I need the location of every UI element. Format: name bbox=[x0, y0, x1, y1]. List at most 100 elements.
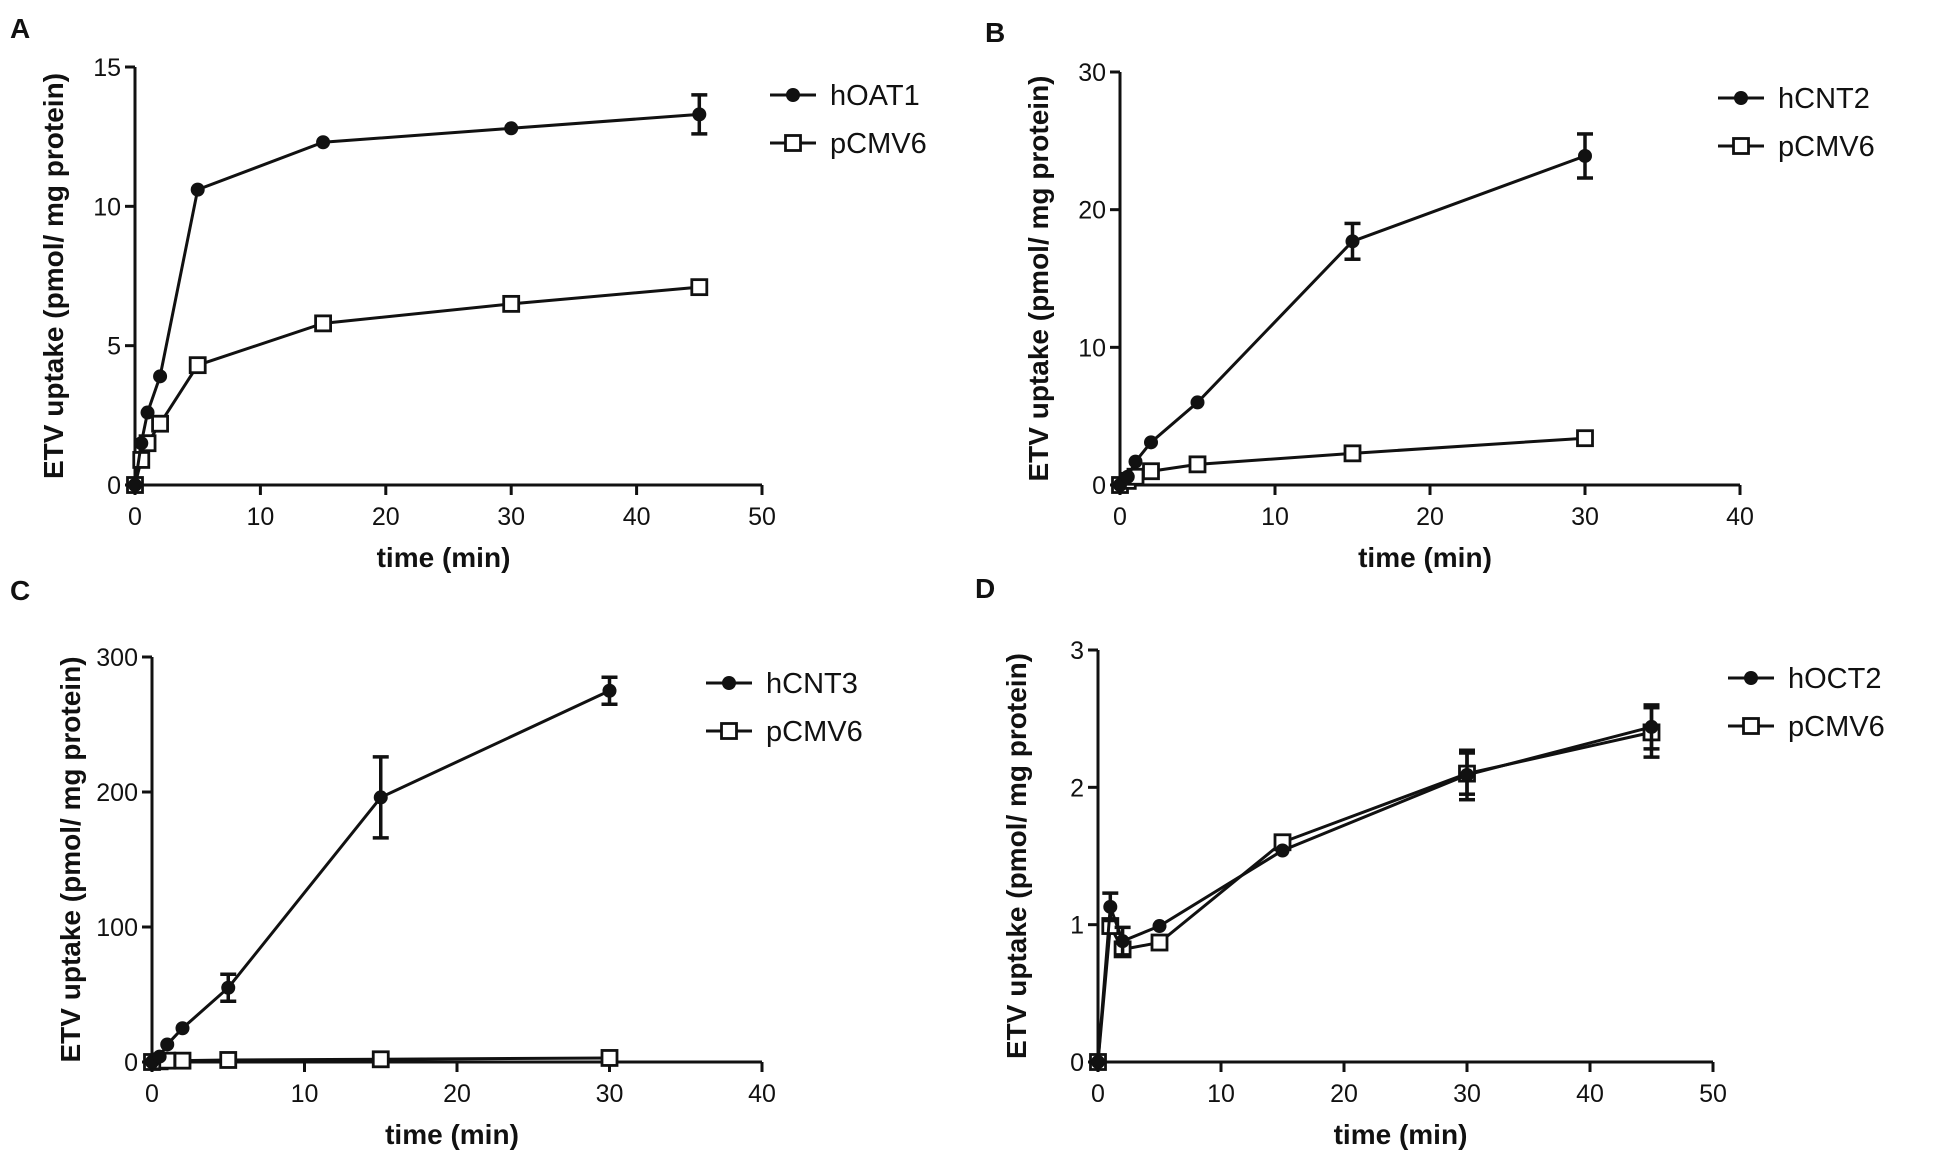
y-tick-label: 3 bbox=[1070, 637, 1084, 665]
series-hcnt3 bbox=[145, 675, 618, 1069]
legend-marker bbox=[1744, 671, 1758, 685]
data-point bbox=[316, 135, 331, 150]
data-point bbox=[190, 182, 205, 197]
x-tick-label: 40 bbox=[1576, 1080, 1604, 1108]
series-line bbox=[1096, 730, 1652, 1063]
data-point bbox=[600, 1049, 619, 1067]
data-point bbox=[602, 683, 617, 698]
legend-marker bbox=[786, 88, 800, 102]
data-point bbox=[692, 107, 707, 122]
y-tick-label: 0 bbox=[124, 1049, 138, 1077]
chart-panel-b: B 0 10 20 30 0 10 20 30 40 time (min) ETV uptake (p… bbox=[985, 17, 1875, 573]
data-point bbox=[1343, 444, 1362, 463]
data-point bbox=[1142, 462, 1160, 481]
data-point bbox=[1190, 395, 1205, 410]
y-tick-label: 2 bbox=[1070, 774, 1084, 802]
series-line bbox=[133, 112, 700, 486]
data-point bbox=[1644, 719, 1659, 734]
series-line bbox=[151, 689, 611, 1064]
series-line bbox=[1118, 154, 1586, 487]
x-tick-label: 10 bbox=[291, 1080, 319, 1108]
y-tick-label: 200 bbox=[96, 779, 138, 807]
data-point bbox=[175, 1021, 190, 1036]
x-axis-title: time (min) bbox=[1358, 542, 1492, 573]
data-point bbox=[1115, 934, 1130, 949]
data-point bbox=[1188, 455, 1207, 474]
legend-label: hCNT2 bbox=[1778, 83, 1870, 115]
data-point bbox=[1576, 429, 1594, 448]
y-tick-label: 100 bbox=[96, 914, 138, 942]
series-pcmv6 bbox=[143, 1049, 619, 1071]
legend-marker bbox=[1734, 91, 1748, 105]
series-hoat1 bbox=[128, 93, 708, 492]
data-point bbox=[151, 414, 169, 433]
legend: hCNT2 pCMV6 bbox=[1718, 83, 1875, 163]
legend: hCNT3 pCMV6 bbox=[706, 668, 863, 748]
y-axis-title: ETV uptake (pmol/ mg protein) bbox=[1023, 75, 1054, 481]
y-tick-label: 0 bbox=[1092, 472, 1106, 500]
x-tick-label: 10 bbox=[1261, 503, 1289, 531]
data-point bbox=[373, 790, 388, 805]
legend-label: pCMV6 bbox=[830, 128, 927, 160]
y-tick-label: 0 bbox=[107, 472, 121, 500]
data-point bbox=[188, 356, 207, 375]
panel-letter: D bbox=[975, 573, 995, 604]
data-point bbox=[1144, 435, 1158, 450]
data-point bbox=[504, 121, 519, 136]
data-point bbox=[160, 1037, 175, 1052]
chart-panel-a: A 0 5 10 15 0 10 20 30 40 50 time (min) ETV uptake (… bbox=[10, 13, 927, 573]
series-pcmv6 bbox=[1089, 705, 1661, 1071]
legend-marker bbox=[722, 676, 736, 690]
data-point bbox=[1152, 919, 1167, 934]
data-point bbox=[1578, 148, 1592, 163]
data-point bbox=[152, 1049, 167, 1064]
x-tick-label: 50 bbox=[748, 503, 776, 531]
legend-label: pCMV6 bbox=[1778, 131, 1875, 163]
data-point bbox=[1150, 933, 1169, 952]
series-hoct2 bbox=[1091, 703, 1660, 1069]
data-point bbox=[128, 478, 142, 492]
x-tick-label: 10 bbox=[246, 503, 274, 531]
x-axis-title: time (min) bbox=[377, 542, 511, 573]
x-tick-label: 40 bbox=[748, 1080, 776, 1108]
data-point bbox=[1460, 767, 1474, 782]
legend-label: pCMV6 bbox=[1788, 711, 1885, 743]
y-tick-label: 1 bbox=[1070, 912, 1084, 940]
x-tick-label: 10 bbox=[1207, 1080, 1235, 1108]
data-point bbox=[502, 294, 521, 313]
y-tick-label: 10 bbox=[93, 193, 121, 221]
panel-letter: B bbox=[985, 17, 1005, 48]
series-hcnt2 bbox=[1113, 132, 1593, 492]
y-tick-label: 0 bbox=[1070, 1049, 1084, 1077]
legend-marker bbox=[1742, 717, 1760, 735]
series-line bbox=[133, 285, 700, 486]
legend: hOCT2 pCMV6 bbox=[1728, 663, 1885, 743]
x-tick-label: 30 bbox=[497, 503, 525, 531]
data-point bbox=[1091, 1055, 1105, 1069]
data-point bbox=[221, 980, 236, 995]
legend-marker bbox=[784, 134, 802, 152]
data-point bbox=[134, 436, 149, 451]
legend: hOAT1 pCMV6 bbox=[770, 80, 927, 160]
y-tick-label: 10 bbox=[1078, 334, 1106, 362]
data-point bbox=[314, 314, 333, 333]
data-point bbox=[1128, 454, 1143, 469]
panel-letter: A bbox=[10, 13, 30, 44]
x-tick-label: 0 bbox=[145, 1080, 159, 1108]
data-point bbox=[1345, 234, 1360, 249]
legend-marker bbox=[1732, 137, 1750, 155]
y-axis-title: ETV uptake (pmol/ mg protein) bbox=[55, 656, 86, 1062]
y-tick-label: 5 bbox=[107, 333, 121, 361]
y-tick-label: 30 bbox=[1078, 59, 1106, 87]
legend-marker bbox=[720, 722, 738, 740]
data-point bbox=[1275, 843, 1290, 858]
x-tick-label: 30 bbox=[596, 1080, 624, 1108]
x-tick-label: 40 bbox=[623, 503, 651, 531]
series-line bbox=[1096, 725, 1652, 1063]
x-axis-title: time (min) bbox=[1334, 1119, 1468, 1150]
legend-label: hCNT3 bbox=[766, 668, 858, 700]
y-tick-label: 300 bbox=[96, 644, 138, 672]
data-point bbox=[140, 405, 155, 420]
x-tick-label: 40 bbox=[1726, 503, 1754, 531]
